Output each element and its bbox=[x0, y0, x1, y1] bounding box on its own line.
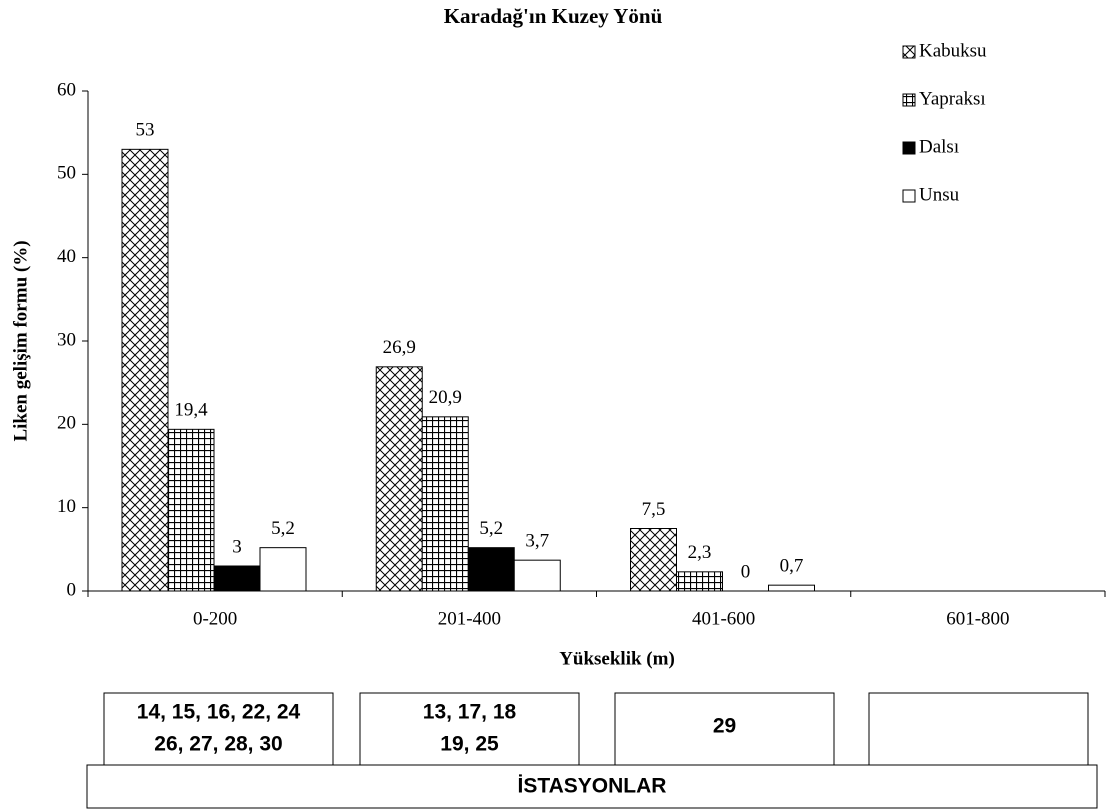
bar bbox=[630, 528, 677, 592]
value-label: 53 bbox=[136, 120, 155, 141]
y-tick-label: 50 bbox=[57, 163, 76, 184]
value-label: 7,5 bbox=[642, 499, 666, 520]
stations-title: İSTASYONLAR bbox=[518, 775, 667, 798]
station-box bbox=[868, 692, 1089, 766]
value-label: 19,4 bbox=[174, 400, 208, 421]
value-label: 0,7 bbox=[780, 556, 804, 577]
station-text: 14, 15, 16, 22, 24 bbox=[137, 701, 301, 724]
y-axis-label: Liken gelişim formu (%) bbox=[10, 240, 31, 441]
station-text: 13, 17, 18 bbox=[423, 701, 517, 724]
bar bbox=[676, 571, 723, 592]
bar bbox=[259, 547, 307, 592]
station-box bbox=[103, 692, 334, 766]
value-label: 2,3 bbox=[688, 542, 712, 563]
value-label: 20,9 bbox=[429, 387, 462, 408]
station-text: 29 bbox=[713, 715, 736, 738]
chart-title: Karadağ'ın Kuzey Yönü bbox=[444, 4, 663, 28]
legend-swatch bbox=[902, 45, 916, 59]
y-tick-label: 0 bbox=[67, 579, 77, 600]
legend-label: Kabuksu bbox=[919, 40, 987, 61]
bar bbox=[467, 547, 515, 592]
x-axis-label: Yükseklik (m) bbox=[559, 648, 675, 669]
bar bbox=[213, 565, 261, 592]
legend-label: Yapraksı bbox=[919, 88, 986, 109]
legend-swatch bbox=[902, 189, 916, 203]
value-label: 0 bbox=[741, 561, 751, 582]
x-tick-label: 0-200 bbox=[193, 608, 237, 629]
value-label: 3,7 bbox=[525, 531, 549, 552]
value-label: 5,2 bbox=[271, 518, 295, 539]
bar bbox=[513, 559, 561, 592]
x-tick-label: 401-600 bbox=[692, 608, 755, 629]
x-tick-label: 201-400 bbox=[438, 608, 501, 629]
bar bbox=[421, 416, 469, 592]
legend-swatch bbox=[902, 141, 916, 155]
value-label: 3 bbox=[232, 536, 242, 557]
station-box bbox=[359, 692, 580, 766]
y-tick-label: 40 bbox=[57, 246, 76, 267]
y-tick-label: 10 bbox=[57, 496, 76, 517]
station-box bbox=[614, 692, 835, 766]
bar bbox=[375, 366, 423, 592]
stations-footer bbox=[86, 764, 1098, 809]
y-tick-label: 30 bbox=[57, 329, 76, 350]
y-tick-label: 20 bbox=[57, 413, 76, 434]
bar bbox=[167, 428, 215, 592]
value-label: 26,9 bbox=[383, 337, 416, 358]
legend-label: Dalsı bbox=[919, 136, 959, 157]
legend-swatch bbox=[902, 93, 916, 107]
y-tick-label: 60 bbox=[57, 79, 76, 100]
bar bbox=[768, 584, 815, 592]
x-tick-label: 601-800 bbox=[946, 608, 1009, 629]
value-label: 5,2 bbox=[479, 518, 503, 539]
bar bbox=[121, 148, 169, 592]
station-text: 19, 25 bbox=[440, 733, 499, 756]
station-text: 26, 27, 28, 30 bbox=[154, 733, 282, 756]
legend-label: Unsu bbox=[919, 184, 960, 205]
